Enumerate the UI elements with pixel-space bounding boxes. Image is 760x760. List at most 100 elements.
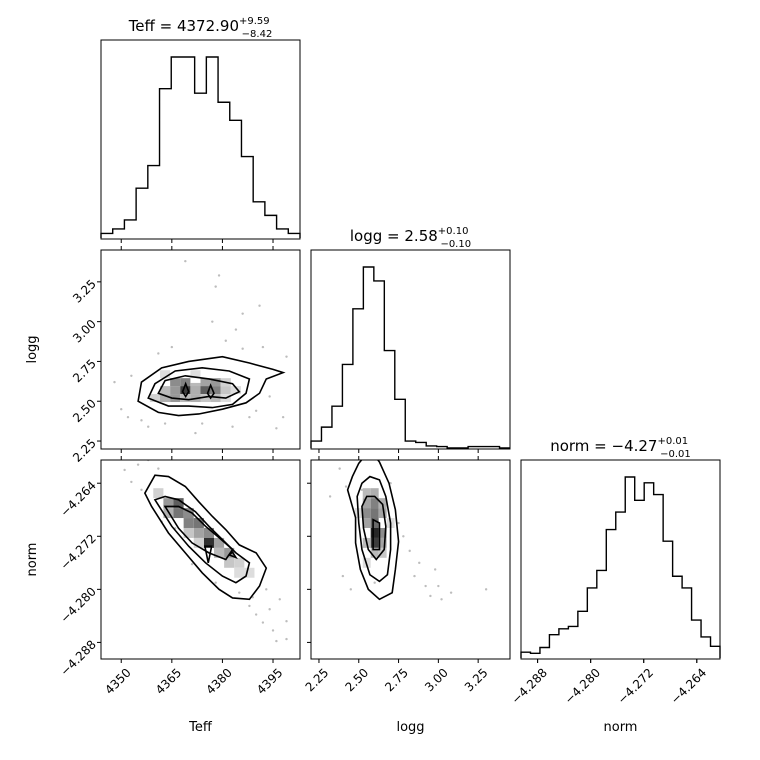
density-cell [234, 567, 245, 578]
density-cell [370, 508, 379, 519]
scatter-point [285, 355, 288, 358]
density-cell [160, 386, 171, 395]
axis-label-norm-y: norm [25, 543, 40, 577]
tick-label-norm: −4.280 [58, 584, 99, 625]
axis-label-logg-x: logg [396, 720, 424, 735]
density-cell [173, 498, 184, 509]
contour-level-2 [147, 367, 251, 409]
scatter-point [275, 427, 278, 430]
density-cell [244, 567, 255, 578]
panel-frame-Teff-logg [100, 249, 301, 450]
scatter-point [408, 549, 411, 553]
scatter-point [278, 598, 281, 601]
density-cell [183, 508, 194, 519]
tick-label-logg: 2.50 [342, 666, 371, 695]
density-cell [378, 537, 387, 548]
density-cell [213, 547, 225, 558]
scatter-point [190, 562, 194, 566]
tick-label-norm: −4.264 [58, 478, 99, 519]
axis-label-logg-y: logg [25, 335, 40, 363]
scatter-point [338, 467, 341, 470]
contours-Teff-norm [143, 474, 268, 601]
contours-Teff-logg [137, 355, 286, 417]
density-cell [370, 518, 379, 528]
density-cell [234, 557, 245, 568]
tick-label-norm: −4.288 [58, 637, 99, 678]
tick-label-Teff: 4380 [203, 666, 234, 697]
scatter-point [211, 320, 214, 323]
density-cell [378, 508, 387, 519]
density-cell [362, 508, 371, 519]
density-cell [163, 498, 174, 509]
scatter-Teff-logg [113, 259, 288, 435]
scatter-point [184, 259, 187, 263]
contour-level-4 [372, 518, 381, 551]
scatter-point [126, 415, 130, 419]
panel-frame-logg-norm [310, 459, 511, 660]
density-cell [230, 386, 241, 395]
scatter-point [157, 467, 160, 470]
contour-layer [137, 355, 400, 601]
scatter-point [130, 374, 133, 377]
scatter-point [170, 345, 174, 349]
panel-title-Teff: Teff = 4372.90+9.59 −8.42 [128, 16, 273, 40]
scatter-point [241, 347, 244, 350]
tick-label-logg: 2.25 [303, 666, 332, 695]
tick-label-Teff: 4365 [153, 666, 184, 697]
density-cell [362, 498, 371, 509]
scatter-point [113, 380, 116, 384]
scatter-point [224, 339, 227, 342]
contour-level-4 [203, 545, 213, 563]
scatter-point [194, 431, 197, 435]
density-cell [183, 518, 194, 528]
tick-label-logg: 3.25 [462, 666, 491, 695]
density-cell [200, 394, 211, 403]
density-logg-norm [354, 488, 395, 568]
scatter-point [120, 408, 123, 411]
density-cell [210, 394, 221, 403]
scatter-point [281, 415, 285, 419]
scatter-point [200, 422, 204, 425]
density-cell [180, 378, 191, 387]
contour-level-3 [361, 495, 387, 561]
histogram-Teff [100, 56, 301, 238]
scatter-point [344, 485, 348, 488]
scatter-point [130, 480, 133, 484]
axis-label-Teff-x: Teff [188, 720, 213, 735]
scatter-point [254, 409, 258, 412]
tick-label-logg: 3.25 [70, 277, 99, 306]
scatter-point [449, 591, 453, 594]
scatter-point [238, 591, 241, 594]
scatter-point [285, 619, 288, 623]
density-cell [378, 498, 387, 509]
density-cell [200, 378, 211, 387]
contour-level-3 [163, 505, 234, 561]
density-cell [183, 527, 194, 538]
density-cell [180, 386, 191, 395]
panel-frame-Teff-norm [100, 459, 301, 660]
density-cell [203, 537, 214, 548]
density-cell [170, 378, 181, 387]
density-cell [224, 557, 235, 568]
density-cell [173, 508, 184, 519]
tick-label-Teff: 4395 [254, 666, 285, 697]
scatter-point [328, 495, 332, 498]
scatter-point [265, 588, 268, 591]
tick-label-logg: 3.00 [70, 317, 99, 346]
scatter-point [360, 488, 364, 492]
density-cell [378, 527, 387, 538]
scatter-point [214, 581, 217, 584]
scatter-point [402, 535, 405, 538]
scatter-point [261, 345, 265, 349]
axis-label-norm-x: norm [604, 720, 638, 735]
density-cell [370, 537, 379, 548]
tick-label-Teff: 4350 [102, 666, 133, 697]
density-cell [370, 527, 379, 538]
density-cell [153, 488, 164, 499]
scatter-point [163, 422, 167, 425]
scatter-logg-norm [328, 467, 488, 601]
scatter-point [254, 613, 258, 616]
scatter-point [217, 274, 221, 277]
tick-label-norm: −4.272 [615, 666, 656, 707]
